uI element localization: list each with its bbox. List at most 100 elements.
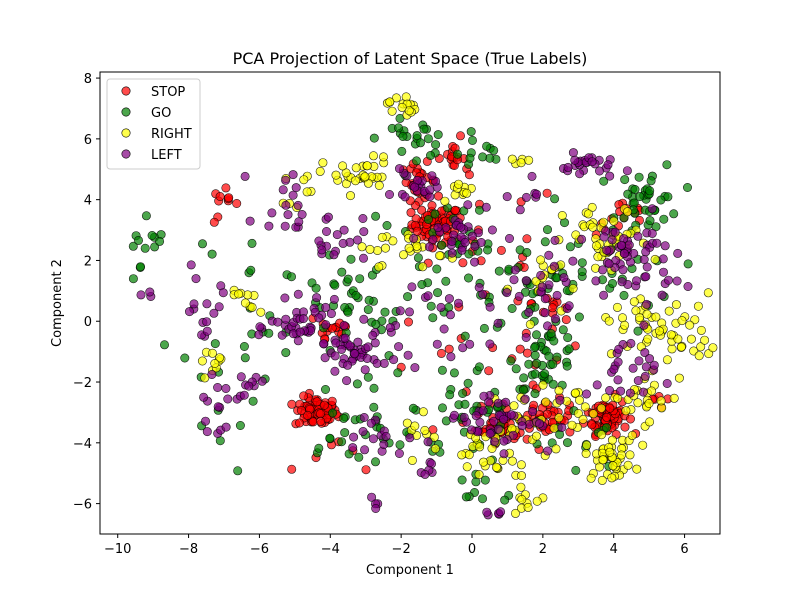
point-left	[240, 171, 250, 181]
point-left	[605, 171, 615, 181]
point-left	[594, 166, 604, 176]
point-stop	[221, 183, 231, 193]
point-go	[445, 390, 455, 400]
point-go	[662, 160, 672, 170]
point-left	[474, 282, 484, 292]
point-right	[597, 475, 607, 485]
point-right	[616, 450, 626, 460]
point-go	[467, 135, 477, 145]
point-left	[293, 289, 303, 299]
point-right	[464, 450, 474, 460]
point-go	[415, 138, 425, 148]
point-go	[550, 194, 560, 204]
point-left	[499, 414, 509, 424]
point-left	[534, 419, 544, 429]
points-layer	[128, 92, 718, 520]
point-left	[273, 317, 283, 327]
point-right	[607, 473, 617, 483]
point-go	[328, 408, 338, 418]
point-right	[215, 353, 225, 363]
point-left	[509, 275, 519, 285]
point-left	[191, 274, 201, 284]
point-right	[578, 414, 588, 424]
point-left	[613, 375, 623, 385]
point-go	[425, 151, 435, 161]
point-stop	[450, 205, 460, 215]
point-go	[330, 280, 340, 290]
point-stop	[296, 405, 306, 415]
point-stop	[299, 391, 309, 401]
point-go	[311, 283, 321, 293]
point-right	[318, 158, 328, 168]
x-tick-label: −10	[104, 542, 131, 557]
point-right	[633, 398, 643, 408]
point-right	[581, 449, 591, 459]
point-go	[419, 124, 429, 134]
point-go	[337, 437, 347, 447]
point-go	[620, 175, 630, 185]
point-left	[520, 394, 530, 404]
point-left	[297, 210, 307, 220]
point-go	[489, 145, 499, 155]
point-left	[484, 397, 494, 407]
point-go	[346, 254, 356, 264]
point-go	[565, 242, 575, 252]
point-go	[542, 225, 552, 235]
point-left	[213, 382, 223, 392]
point-left	[389, 355, 399, 365]
point-right	[591, 241, 601, 251]
point-go	[370, 457, 380, 467]
point-go	[546, 328, 556, 338]
point-left	[410, 182, 420, 192]
point-left	[624, 240, 634, 250]
legend-marker-left	[121, 149, 131, 159]
legend-marker-right	[121, 128, 131, 138]
point-left	[642, 262, 652, 272]
point-left	[521, 192, 531, 202]
point-left	[672, 276, 682, 286]
point-left	[314, 313, 324, 323]
point-left	[540, 308, 550, 318]
point-left	[536, 270, 546, 280]
point-left	[485, 429, 495, 439]
chart-title: PCA Projection of Latent Space (True Lab…	[233, 49, 588, 68]
point-go	[147, 231, 157, 241]
point-go	[530, 389, 540, 399]
point-left	[321, 302, 331, 312]
point-go	[463, 273, 473, 283]
point-left	[521, 332, 531, 342]
point-go	[564, 344, 574, 354]
point-left	[577, 234, 587, 244]
point-right	[374, 262, 384, 272]
point-stop	[625, 414, 635, 424]
point-go	[619, 290, 629, 300]
point-right	[598, 217, 608, 227]
point-right	[662, 355, 672, 365]
point-right	[634, 312, 644, 322]
point-right	[621, 406, 631, 416]
point-go	[563, 333, 573, 343]
point-left	[683, 281, 693, 291]
point-go	[607, 278, 617, 288]
point-go	[369, 383, 379, 393]
point-left	[254, 330, 264, 340]
point-go	[431, 140, 441, 150]
point-left	[657, 290, 667, 300]
point-stop	[232, 199, 242, 209]
point-left	[647, 204, 657, 214]
point-left	[293, 336, 303, 346]
point-left	[420, 469, 430, 479]
point-go	[355, 274, 365, 284]
point-right	[609, 216, 619, 226]
point-go	[474, 362, 484, 372]
point-left	[436, 302, 446, 312]
point-left	[338, 238, 348, 248]
point-left	[326, 309, 336, 319]
point-go	[571, 465, 581, 475]
point-left	[368, 330, 378, 340]
point-left	[485, 339, 495, 349]
point-right	[299, 175, 309, 185]
point-left	[288, 190, 298, 200]
point-right	[474, 469, 484, 479]
